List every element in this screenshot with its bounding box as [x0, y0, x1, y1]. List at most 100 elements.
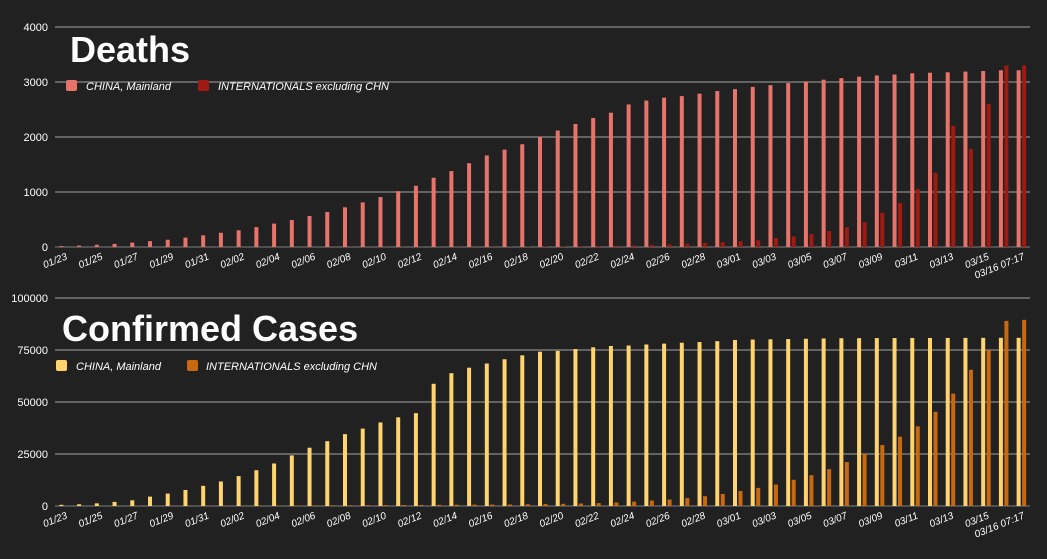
confirmed-bar-china — [857, 338, 862, 506]
deaths-bar-china — [538, 136, 542, 247]
confirmed-bar-international — [756, 487, 761, 506]
confirmed-bar-international — [295, 505, 300, 506]
deaths-bar-china — [857, 76, 862, 247]
confirmed-x-tick-label: 01/31 — [183, 511, 210, 531]
confirmed-bar-international — [454, 504, 459, 506]
confirmed-legend-swatch-china — [56, 360, 67, 371]
confirmed-x-tick-label: 03/05 — [786, 510, 814, 530]
confirmed-y-tick-label: 50000 — [17, 397, 48, 409]
confirmed-bar-china — [945, 337, 950, 506]
confirmed-bar-china — [502, 359, 507, 506]
deaths-bar-china — [662, 97, 667, 247]
confirmed-bar-china — [360, 428, 365, 506]
deaths-bar-international — [844, 227, 849, 247]
deaths-bar-international — [756, 240, 761, 247]
deaths-legend-item-china[interactable]: CHINA, Mainland — [66, 80, 172, 93]
deaths-x-tick-label: 03/07 — [822, 251, 850, 271]
confirmed-x-tick-label: 03/09 — [857, 510, 885, 530]
deaths-x-tick-label: 03/03 — [751, 251, 779, 271]
deaths-bar-china — [821, 79, 826, 247]
confirmed-bar-china — [839, 338, 844, 506]
deaths-bar-international — [614, 245, 619, 247]
deaths-bar-china — [183, 237, 188, 247]
confirmed-bar-china — [378, 422, 383, 506]
deaths-legend-item-international[interactable]: INTERNATIONALS excluding CHN — [198, 80, 389, 93]
deaths-x-tick-label: 02/16 — [467, 251, 495, 271]
confirmed-bar-china — [307, 447, 312, 506]
confirmed-x-tick-label: 02/10 — [361, 510, 389, 530]
confirmed-bar-china — [662, 343, 667, 506]
deaths-x-tick-label: 01/27 — [113, 251, 141, 271]
deaths-bar-china — [148, 241, 152, 247]
confirmed-bar-international — [614, 502, 619, 506]
confirmed-bar-china — [236, 476, 241, 506]
deaths-bars — [59, 65, 1027, 248]
deaths-bar-china — [733, 89, 737, 248]
confirmed-bar-china — [928, 337, 932, 506]
deaths-x-tick-label: 03/09 — [857, 251, 885, 271]
deaths-bar-china — [892, 74, 897, 248]
confirmed-x-tick-label: 02/12 — [396, 510, 424, 530]
deaths-bar-china — [165, 239, 170, 247]
confirmed-bar-china — [165, 493, 170, 506]
confirmed-legend-item-international[interactable]: INTERNATIONALS excluding CHN — [187, 360, 377, 373]
deaths-gridlines — [55, 26, 1030, 248]
confirmed-bar-china — [272, 463, 277, 506]
confirmed-bar-international — [720, 493, 725, 506]
confirmed-bar-china — [413, 413, 418, 506]
confirmed-bar-international — [862, 454, 867, 506]
deaths-bar-china — [112, 243, 117, 247]
deaths-bar-china — [484, 155, 489, 247]
confirmed-x-tick-label: 01/23 — [42, 510, 70, 530]
confirmed-bar-international — [915, 426, 920, 506]
confirmed-bar-china — [981, 337, 986, 506]
confirmed-bar-international — [703, 496, 708, 506]
deaths-bar-china — [325, 212, 330, 247]
deaths-bar-china — [59, 246, 64, 247]
deaths-y-tick-label: 4000 — [24, 22, 48, 34]
deaths-x-tick-label: 01/23 — [42, 251, 70, 271]
deaths-bar-china — [254, 227, 259, 247]
confirmed-bar-international — [596, 503, 601, 506]
deaths-y-tick-label: 3000 — [24, 77, 48, 89]
deaths-x-tick-label: 02/24 — [609, 251, 637, 271]
confirmed-bar-china — [449, 373, 454, 506]
confirmed-bar-international — [667, 499, 672, 506]
deaths-bar-international — [703, 243, 708, 247]
deaths-x-tick-label: 03/01 — [715, 252, 742, 272]
deaths-x-tick-label: 02/20 — [538, 251, 566, 271]
confirmed-bar-international — [508, 504, 513, 506]
confirmed-bar-international — [348, 505, 353, 506]
deaths-x-tick-label: 02/12 — [396, 251, 424, 271]
deaths-bar-international — [880, 212, 885, 247]
deaths-bar-china — [963, 71, 968, 247]
deaths-bar-international — [561, 246, 566, 247]
confirmed-bar-international — [632, 501, 637, 506]
deaths-y-tick-label: 2000 — [24, 132, 48, 144]
confirmed-bar-international — [738, 491, 743, 506]
deaths-bar-china — [272, 223, 277, 247]
confirmed-bar-international — [313, 505, 318, 506]
confirmed-x-tick-label: 02/02 — [219, 510, 247, 530]
deaths-x-axis: 01/23 01/25 01/27 01/29 01/31 02/02 02/04 02/06… — [42, 251, 1027, 281]
deaths-x-tick-label: 02/22 — [573, 251, 601, 271]
confirmed-bar-china — [573, 349, 578, 506]
confirmed-title: Confirmed Cases — [62, 308, 358, 349]
deaths-bar-china — [715, 91, 720, 247]
confirmed-bar-international — [330, 505, 335, 506]
deaths-bar-china — [786, 83, 791, 247]
deaths-bar-international — [986, 104, 991, 247]
deaths-x-tick-label: 02/18 — [503, 251, 531, 271]
confirmed-bar-international — [933, 411, 938, 506]
deaths-x-tick-label: 02/26 — [644, 251, 672, 271]
confirmed-bar-international — [437, 504, 442, 506]
confirmed-legend-item-china[interactable]: CHINA, Mainland — [56, 360, 162, 373]
confirmed-bar-china — [201, 485, 206, 506]
deaths-bar-china — [289, 220, 294, 247]
deaths-bar-china — [467, 163, 472, 247]
confirmed-bar-china — [874, 338, 879, 506]
deaths-bar-china — [502, 149, 507, 247]
confirmed-bar-china — [289, 455, 294, 506]
